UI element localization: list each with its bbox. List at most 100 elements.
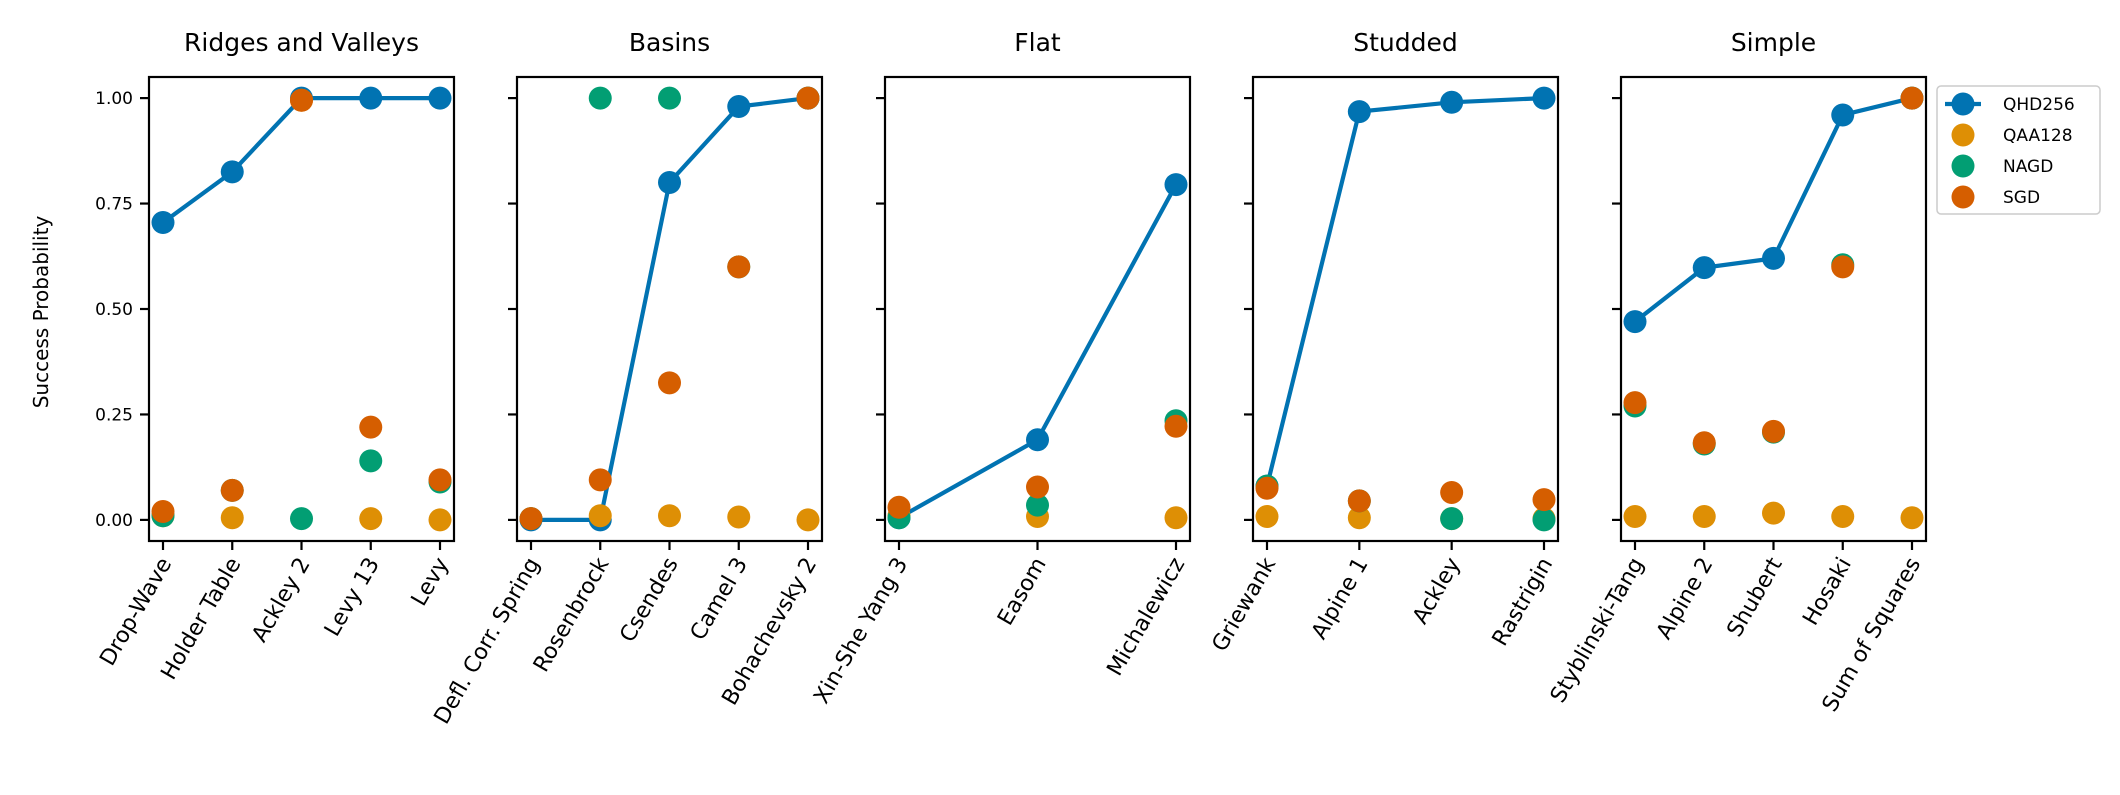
legend-item-qhd256: QHD256 [1945,92,2075,116]
series-line-qhd256 [897,183,1178,520]
y-tick-label: 0.25 [95,405,133,425]
point-qaa128 [658,504,681,528]
point-qaa128 [1762,501,1785,525]
point-qhd256 [1692,256,1716,280]
x-tick-label: Alpine 1 [1307,554,1374,644]
panel-studded: Studded Griewank Alpine 1 Ackley Rastrigin [1208,28,1560,656]
point-qhd256 [1026,428,1049,452]
legend-label: SGD [2003,188,2040,208]
x-tick-label: Shubert [1723,553,1788,641]
x-tick-label: Rastrigin [1488,554,1558,651]
point-sgd [887,495,911,519]
point-qaa128 [727,505,751,529]
point-qhd256 [151,211,175,235]
y-tick-label: 1.00 [95,89,133,109]
x-tick-label: Defl. Corr. Spring [430,554,546,729]
x-tick-label: Easom [993,554,1052,630]
x-tick-label: Levy 13 [320,554,385,641]
point-nagd [1440,507,1464,531]
panel-title: Ridges and Valleys [184,28,419,57]
point-nagd [1026,493,1049,517]
panel-flat: Flat Xin-She Yang 3 Easom Michalewicz [809,28,1192,709]
point-sgd [220,478,244,502]
x-tick-label: Ackley 2 [247,554,315,647]
legend-label: NAGD [2003,157,2053,177]
x-tick-label: Levy [407,554,454,611]
point-sgd [1532,488,1556,512]
x-tick-label: Drop-Wave [95,554,177,671]
point-sgd [428,468,452,492]
point-sgd [1623,391,1647,415]
point-sgd [1164,414,1188,438]
point-sgd [1900,86,1924,110]
point-qaa128 [220,506,244,530]
point-sgd [1831,255,1855,279]
point-qhd256 [1623,310,1647,334]
x-tick-label: Csendes [615,554,683,647]
panel-ridges-and-valleys: Ridges and Valleys 0.00 0.25 0.50 0.75 1.00 Dr… [95,28,456,684]
point-nagd [359,449,383,473]
legend-marker [1951,123,1975,147]
point-sgd [1026,475,1049,499]
point-qhd256 [428,86,452,110]
point-nagd [290,507,313,531]
point-qaa128 [359,507,383,531]
series-line-qhd256 [1264,95,1545,487]
point-qaa128 [1623,505,1647,529]
point-nagd [1532,508,1556,532]
legend-marker [1951,154,1975,178]
plot-frame [1251,75,1560,543]
plot-frame [883,75,1192,543]
panels: Ridges and Valleys 0.00 0.25 0.50 0.75 1.00 Dr… [95,28,1928,729]
legend-item-sgd: SGD [1951,185,2040,209]
point-nagd [588,86,612,110]
point-sgd [727,255,751,279]
y-tick-label: 0.00 [95,511,133,531]
point-sgd [588,468,612,492]
x-tick-label: Camel 3 [686,554,753,645]
panel-simple: Simple Styblinski-Tang Alpine 2 Shubert Hosa… [1546,28,1928,716]
point-qhd256 [359,86,383,110]
point-qhd256 [658,170,681,194]
point-sgd [658,371,681,395]
plot-frame [515,75,824,543]
x-tick-label: Alpine 2 [1652,554,1719,644]
x-tick-label: Xin-She Yang 3 [809,554,913,709]
panel-title: Basins [629,28,710,57]
x-tick-label: Michalewicz [1103,554,1191,681]
point-qaa128 [1347,506,1371,530]
y-axis-label: Success Probability [29,216,53,409]
x-tick-label: Styblinski-Tang [1546,554,1649,708]
point-qaa128 [1900,506,1924,530]
point-qaa128 [1831,505,1855,529]
series-line-qhd256 [1633,96,1913,324]
point-nagd [658,86,681,110]
legend-item-nagd: NAGD [1951,154,2053,178]
point-qaa128 [1255,505,1279,529]
x-tick-label: Griewank [1208,553,1282,656]
x-tick-label: Ackley [1408,554,1466,629]
point-sgd [1347,489,1371,513]
legend-marker [1951,92,1975,116]
point-qhd256 [1532,86,1556,110]
point-qhd256 [1164,173,1188,197]
panel-title: Flat [1014,28,1061,57]
y-tick-label: 0.50 [95,300,133,320]
legend-item-qaa128: QAA128 [1951,123,2073,147]
point-sgd [1762,419,1785,443]
panel-title: Studded [1353,28,1458,57]
point-qaa128 [796,508,820,532]
panel-title: Simple [1731,28,1816,57]
point-sgd [151,499,175,523]
legend-frame [1936,85,2101,215]
point-qhd256 [1762,246,1785,270]
series-line-qhd256 [531,96,809,523]
legend: QHD256 QAA128 NAGD SGD [1936,85,2101,215]
point-sgd [796,86,820,110]
legend-marker [1951,185,1975,209]
point-qhd256 [1347,100,1371,124]
plot-frame [147,75,456,543]
point-sgd [1440,480,1464,504]
